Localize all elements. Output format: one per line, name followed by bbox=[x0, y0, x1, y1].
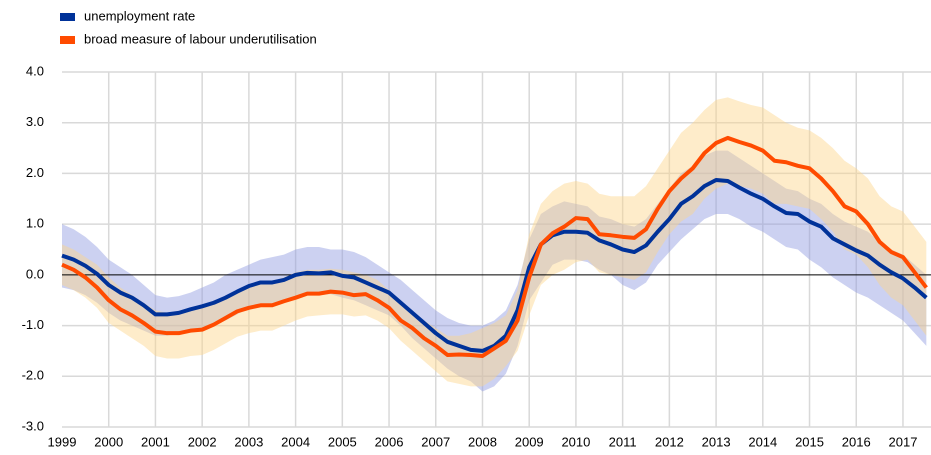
x-tick-label: 2014 bbox=[748, 434, 777, 449]
x-tick-label: 2016 bbox=[842, 434, 871, 449]
y-tick-label: 0.0 bbox=[26, 266, 44, 281]
confidence-band bbox=[62, 97, 927, 387]
x-tick-label: 2000 bbox=[94, 434, 123, 449]
legend-label: broad measure of labour underutilisation bbox=[84, 31, 317, 46]
y-tick-label: 3.0 bbox=[26, 114, 44, 129]
x-tick-label: 2004 bbox=[281, 434, 310, 449]
x-tick-label: 2007 bbox=[421, 434, 450, 449]
x-tick-label: 2006 bbox=[375, 434, 404, 449]
x-tick-label: 2012 bbox=[655, 434, 684, 449]
x-tick-label: 2015 bbox=[795, 434, 824, 449]
x-tick-label: 2001 bbox=[141, 434, 170, 449]
legend-label: unemployment rate bbox=[84, 8, 195, 23]
y-tick-label: -1.0 bbox=[22, 317, 44, 332]
x-tick-label: 2002 bbox=[188, 434, 217, 449]
y-tick-label: 4.0 bbox=[26, 63, 44, 78]
x-tick-label: 2010 bbox=[561, 434, 590, 449]
x-tick-label: 2009 bbox=[515, 434, 544, 449]
x-tick-label: 2011 bbox=[609, 434, 637, 449]
legend-swatch bbox=[60, 13, 75, 21]
confidence-band bbox=[62, 150, 927, 392]
x-tick-label: 2013 bbox=[702, 434, 731, 449]
legend-swatch bbox=[60, 36, 75, 44]
y-tick-label: -2.0 bbox=[22, 368, 44, 383]
series-line bbox=[61, 178, 928, 353]
x-tick-label: 2003 bbox=[234, 434, 263, 449]
x-tick-label: 2005 bbox=[328, 434, 357, 449]
x-tick-label: 2008 bbox=[468, 434, 497, 449]
x-tick-label: 2017 bbox=[889, 434, 918, 449]
y-tick-label: -3.0 bbox=[22, 418, 44, 433]
y-tick-label: 2.0 bbox=[26, 165, 44, 180]
y-tick-label: 1.0 bbox=[26, 216, 44, 231]
x-tick-label: 1999 bbox=[48, 434, 77, 449]
series-line bbox=[61, 135, 928, 358]
